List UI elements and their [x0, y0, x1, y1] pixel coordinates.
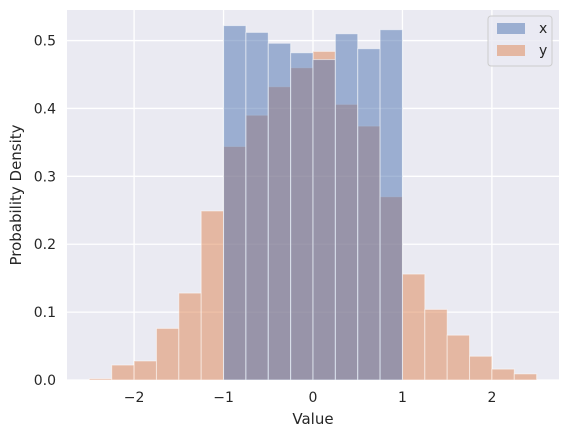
bar-x-4 — [312, 59, 336, 381]
x-tick-labels: −2 −1 0 1 2 — [124, 390, 497, 406]
bar-y-2 — [133, 360, 157, 381]
bar-y-16 — [446, 334, 471, 381]
y-tick-label: 0.0 — [34, 373, 56, 389]
bar-y-3 — [155, 327, 180, 381]
bar-y-17 — [469, 355, 493, 381]
x-tick-label: −1 — [213, 390, 234, 406]
bar-y-5 — [200, 210, 225, 381]
y-tick-labels: 0.0 0.1 0.2 0.3 0.4 0.5 — [34, 34, 56, 389]
y-axis-label: Probability Density — [7, 124, 25, 265]
bar-x-7 — [379, 29, 403, 381]
bar-y-1 — [111, 364, 135, 381]
y-tick-label: 0.1 — [34, 305, 56, 321]
x-tick-label: 1 — [398, 390, 407, 406]
y-tick-label: 0.5 — [34, 34, 56, 50]
bar-x-5 — [334, 33, 359, 381]
bar-y-15 — [424, 308, 448, 381]
bar-x-6 — [357, 48, 381, 381]
bar-x-1 — [245, 31, 269, 381]
y-tick-label: 0.4 — [34, 101, 56, 117]
x-axis-label: Value — [292, 410, 333, 428]
bar-y-19 — [513, 373, 538, 381]
legend-label-y: y — [539, 43, 547, 59]
bar-x-0 — [223, 25, 247, 381]
x-tick-label: 2 — [487, 390, 496, 406]
legend: xy — [487, 15, 553, 67]
y-tick-label: 0.2 — [34, 237, 56, 253]
bar-y-18 — [491, 368, 515, 381]
legend-swatch-x — [497, 23, 525, 34]
legend-label-x: x — [539, 21, 547, 37]
series-x-bars — [223, 25, 403, 381]
bar-y-14 — [401, 273, 426, 381]
legend-swatch-y — [497, 45, 525, 56]
x-tick-label: 0 — [309, 390, 318, 406]
bar-y-0 — [88, 378, 113, 381]
bar-x-3 — [290, 52, 314, 381]
x-tick-label: −2 — [124, 390, 145, 406]
bar-x-2 — [267, 42, 292, 381]
bar-y-4 — [178, 292, 202, 381]
y-tick-label: 0.3 — [34, 169, 56, 185]
